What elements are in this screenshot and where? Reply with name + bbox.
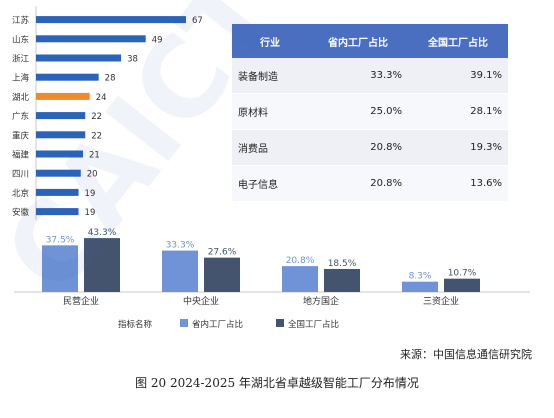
table-header-row: 行业 省内工厂占比 全国工厂占比 [232,24,508,58]
table-cell-national-share: 39.1% [408,58,508,94]
ownership-bar [402,281,438,292]
table-header-province-share: 省内工厂占比 [308,24,408,58]
province-value-label: 24 [96,93,107,103]
province-value-label: 67 [192,16,203,26]
ownership-category-label: 地方国企 [303,295,339,307]
province-value-label: 20 [87,170,98,180]
ownership-category-label: 民营企业 [63,295,99,307]
province-bar [36,112,86,120]
table-cell-industry: 原材料 [232,93,308,130]
province-value-label: 49 [152,35,163,45]
legend-label: 全国工厂占比 [288,319,339,330]
legend-title: 指标名称 [118,319,153,330]
ownership-bar [204,257,240,292]
province-value-label: 21 [89,151,100,161]
source-note: 来源：中国信息通信研究院 [400,348,532,361]
table-cell-industry: 电子信息 [232,165,308,202]
province-bar [36,73,99,81]
province-label: 重庆 [12,130,30,141]
province-value-label: 38 [127,55,138,65]
ownership-value-label: 33.3% [166,241,195,251]
table-cell-national-share: 13.6% [408,165,508,202]
figure-caption: 图 20 2024-2025 年湖北省卓越级智能工厂分布情况 [135,376,419,390]
ownership-value-label: 37.5% [46,235,75,245]
table-cell-province-share: 25.0% [308,93,408,130]
ownership-value-label: 18.5% [328,259,357,269]
table-header-industry: 行业 [232,24,308,58]
province-value-label: 22 [91,112,102,122]
ownership-value-label: 27.6% [208,248,237,258]
legend-label: 省内工厂占比 [192,319,243,330]
province-label: 上海 [12,73,30,84]
ownership-category-label: 中央企业 [183,295,219,307]
province-label: 湖北 [12,93,30,103]
table-header-national-share: 全国工厂占比 [408,24,508,58]
table-row: 电子信息 20.8% 13.6% [232,165,508,202]
province-value-label: 22 [91,131,102,141]
ownership-bar [84,238,120,292]
table-cell-national-share: 19.3% [408,129,508,166]
province-value-label: 19 [85,208,96,218]
ownership-value-label: 10.7% [448,269,477,279]
province-value-label: 19 [85,189,96,199]
province-bar [36,208,79,216]
ownership-bar [162,250,198,292]
industry-share-table: 行业 省内工厂占比 全国工厂占比 装备制造 33.3% 39.1% 原材料 25… [232,24,508,202]
province-value-label: 28 [105,74,116,84]
ownership-bar [324,268,360,292]
province-label: 浙江 [12,54,30,65]
province-bar [36,188,79,196]
province-label: 福建 [12,150,30,161]
table-row: 原材料 25.0% 28.1% [232,93,508,130]
table-cell-industry: 消费品 [232,129,308,166]
province-label: 北京 [12,188,29,199]
ownership-bar [282,266,318,292]
province-bar-chart: 江苏 67 山东 49 浙江 38 上海 28 湖北 24 广东 22 重庆 22 福建 21 四川 20 北京 19… [12,6,203,220]
ownership-bar [444,278,480,292]
province-bar [36,131,86,139]
ownership-value-label: 8.3% [409,272,432,282]
province-label: 四川 [12,170,29,180]
ownership-category-label: 三资企业 [423,295,459,307]
province-label: 江苏 [12,15,30,26]
province-bar [36,150,84,158]
table-cell-province-share: 20.8% [308,129,408,166]
legend-swatch [276,319,284,327]
table-row: 装备制造 33.3% 39.1% [232,58,508,94]
province-bar [36,92,90,100]
legend-swatch [180,319,188,327]
province-label: 广东 [12,111,29,122]
ownership-bar [42,245,78,292]
table-cell-industry: 装备制造 [232,58,308,94]
table-cell-province-share: 33.3% [308,58,408,94]
province-bar [36,169,81,177]
province-label: 山东 [12,34,29,45]
province-bar [36,35,146,43]
table-cell-national-share: 28.1% [408,93,508,130]
ownership-value-label: 43.3% [88,228,117,238]
province-label: 安徽 [12,207,30,218]
table-row: 消费品 20.8% 19.3% [232,129,508,166]
table-cell-province-share: 20.8% [308,165,408,202]
ownership-value-label: 20.8% [286,256,315,266]
province-bar [36,54,122,62]
ownership-grouped-bar-chart: 37.5% 43.3% 民营企业 33.3% 27.6% 中央企业 20.8% 18.5% 地方… [14,228,530,330]
province-bar [36,16,186,24]
